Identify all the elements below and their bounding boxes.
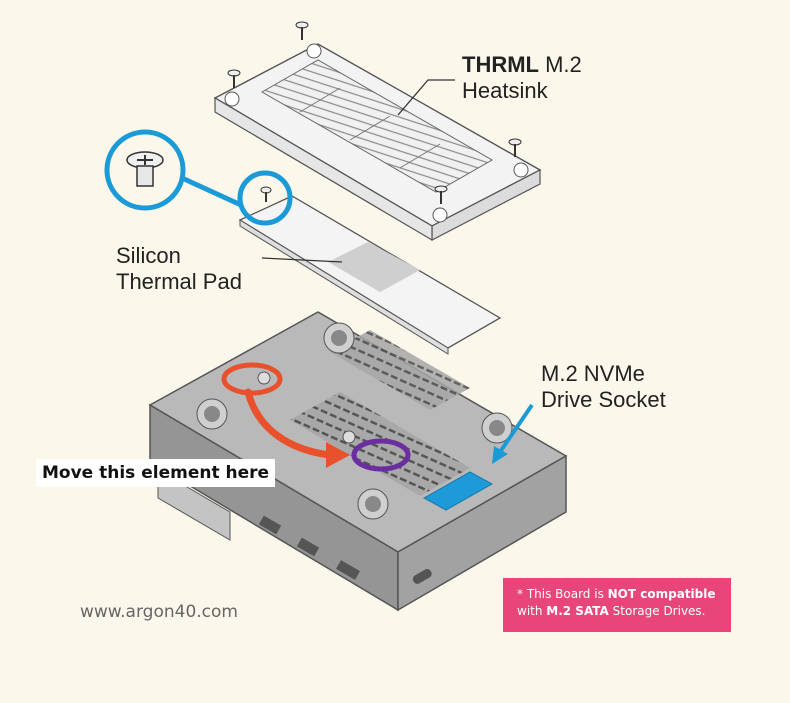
thermal-pad bbox=[238, 195, 502, 355]
screw-icon bbox=[434, 185, 448, 204]
thermal-pad-label: Silicon Thermal Pad bbox=[116, 243, 242, 295]
move-instruction-label: Move this element here bbox=[36, 459, 276, 487]
socket-line1: M.2 NVMe bbox=[541, 361, 645, 386]
socket-pointer-arrow bbox=[492, 403, 534, 464]
warning-prefix: * This Board is bbox=[517, 587, 608, 601]
heatsink-label: THRML M.2 Heatsink bbox=[462, 52, 582, 104]
screw-icon bbox=[295, 21, 309, 40]
target-standoff-ring bbox=[351, 438, 411, 472]
zoom-callout bbox=[104, 129, 293, 226]
compatibility-warning: * This Board is NOT compatible with M.2 … bbox=[503, 578, 731, 632]
source-standoff-ring bbox=[221, 362, 283, 396]
case-body bbox=[148, 311, 568, 612]
website-url: www.argon40.com bbox=[80, 602, 238, 622]
nvme-socket-highlight bbox=[422, 471, 494, 511]
standoff-screw-icon bbox=[126, 151, 164, 187]
warning-line2-suffix: Storage Drives. bbox=[608, 604, 706, 618]
pad-line2: Thermal Pad bbox=[116, 269, 242, 294]
heatsink-model: M.2 bbox=[545, 52, 582, 77]
screw-icon bbox=[260, 186, 272, 202]
pad-line1: Silicon bbox=[116, 243, 181, 268]
warning-emphasis: NOT compatible bbox=[607, 587, 716, 601]
warning-line2-emphasis: M.2 SATA bbox=[546, 604, 609, 618]
heatsink-brand: THRML bbox=[462, 52, 539, 77]
warning-line2-prefix: with bbox=[517, 604, 547, 618]
screw-icon bbox=[227, 69, 241, 88]
heatsink-word: Heatsink bbox=[462, 78, 548, 103]
socket-line2: Drive Socket bbox=[541, 387, 666, 412]
socket-label: M.2 NVMe Drive Socket bbox=[541, 361, 666, 413]
screw-icon bbox=[508, 138, 522, 157]
move-arrow-icon bbox=[244, 388, 350, 468]
heatsink bbox=[213, 43, 542, 242]
